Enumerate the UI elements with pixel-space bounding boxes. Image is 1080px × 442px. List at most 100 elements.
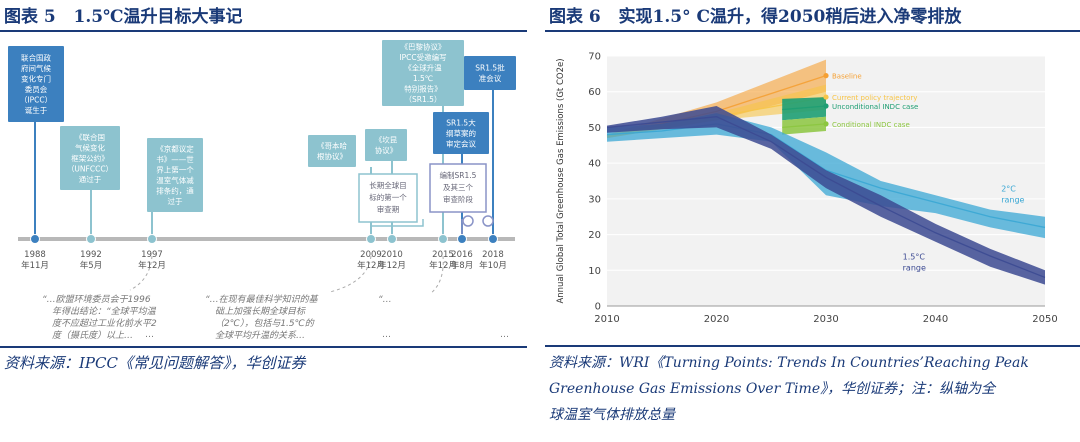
review-marker: [482, 215, 494, 227]
event-text: 变化专门: [21, 74, 51, 84]
quote-text: “…在现有最佳科学知识的基: [205, 294, 319, 305]
event-year: 1988: [24, 250, 46, 260]
event-month: 年12月: [429, 260, 457, 271]
quote-text: “…: [378, 295, 392, 305]
quote-text: 础上加强长期全球目标: [215, 306, 306, 317]
series-label: Current policy trajectory: [832, 94, 917, 102]
figure-6-source-line: 球温室气体排放总量: [549, 407, 675, 423]
quote-text: “…欧盟环境委员会于1996: [42, 294, 151, 305]
figure-6-source: 资料来源：WRI《Turning Points: Trends In Count…: [549, 350, 1029, 428]
review-text: 审查阶段: [443, 194, 473, 204]
event-box: [147, 138, 203, 212]
event-month: 年12月: [357, 260, 385, 271]
series-endpoint: [823, 103, 829, 109]
event-text: （UNFCCC）: [67, 164, 113, 173]
event-text: IPCC受邀编写: [399, 52, 446, 62]
event-text: （IPCC）: [20, 96, 52, 105]
series-label: Conditional INDC case: [832, 121, 910, 129]
quote-connector: [129, 255, 153, 291]
quote-text: 度不应超过工业化前水平2: [52, 318, 157, 329]
event-text: 审定会议: [446, 138, 476, 148]
series-label: 2°C: [1001, 185, 1016, 194]
event-marker: [438, 234, 448, 244]
series-label: range: [903, 263, 926, 272]
x-tick-label: 2010: [594, 314, 619, 325]
y-tick-label: 30: [588, 194, 601, 205]
series-label: range: [1001, 195, 1024, 204]
series-band: [782, 97, 826, 121]
figure-5-bottom-rule: [0, 346, 527, 348]
y-tick-label: 20: [588, 230, 601, 241]
y-tick-label: 50: [588, 123, 601, 134]
event-text: 准会议: [479, 73, 502, 83]
event-box: [8, 46, 64, 122]
review-text: 审查期: [377, 204, 400, 214]
event-text: 协议》: [375, 145, 398, 155]
series-endpoint: [823, 94, 829, 100]
x-tick-label: 2030: [813, 314, 838, 325]
event-year: 1997: [141, 250, 163, 260]
event-year: 1992: [80, 250, 102, 260]
review-marker: [462, 215, 474, 227]
review-box: [429, 163, 487, 213]
event-text: 特别报告》: [404, 84, 442, 94]
y-tick-label: 10: [588, 266, 601, 277]
event-text: 《坎昆: [375, 135, 398, 145]
event-text: （SR1.5）: [405, 95, 442, 104]
x-tick-label: 2040: [923, 314, 948, 325]
review-box: [358, 173, 418, 223]
event-month: 年8月: [451, 260, 473, 271]
event-month: 年12月: [138, 260, 166, 271]
event-marker: [30, 234, 40, 244]
event-box: [60, 126, 120, 190]
event-text: 气候变化: [75, 142, 105, 152]
figure-5-top-rule: [0, 30, 527, 32]
event-text: 委员会: [25, 84, 48, 94]
event-text: 框架公约》: [71, 153, 109, 163]
event-text: 通过于: [79, 174, 102, 184]
event-marker: [366, 234, 376, 244]
series-endpoint: [823, 73, 829, 79]
series-label: Unconditional INDC case: [832, 103, 918, 111]
review-text: 标的第一个: [369, 192, 407, 202]
event-box: [365, 129, 407, 161]
event-text: SR1.5大: [446, 117, 476, 127]
event-text: 排条约，通: [156, 186, 194, 196]
y-tick-label: 0: [595, 302, 601, 313]
event-text: 界上第一个: [156, 165, 194, 175]
event-text: 根协议》: [317, 151, 347, 161]
event-text: 1.5℃: [413, 74, 433, 83]
event-text: 诞生于: [25, 105, 48, 115]
quote-text: 度（摄氏度）以上…: [52, 330, 133, 341]
x-tick-label: 2050: [1032, 314, 1057, 325]
figure-5-heading: 1.5℃温升目标大事记: [73, 7, 243, 27]
series-line: [782, 123, 827, 129]
event-year: 2018: [482, 250, 504, 260]
figure-5-panel: 图表 5 1.5℃温升目标大事记 联合国政 府间气候 变化专门 委员会 （IPCC） 诞生…: [0, 0, 527, 442]
event-year: 2010: [381, 250, 403, 260]
event-text: 《联合国: [75, 132, 105, 142]
event-text: 温室气体减: [156, 175, 194, 185]
quote-connector: [429, 255, 444, 295]
quote-ellipsis: …: [145, 330, 154, 340]
quote-ellipsis: …: [382, 330, 391, 340]
event-month: 年11月: [21, 260, 49, 271]
event-text: 《巴黎协议》: [401, 42, 446, 52]
quote-text: （2℃），包括与1.5℃的: [215, 318, 315, 329]
event-marker: [147, 234, 157, 244]
series-label: 1.5°C: [903, 253, 926, 262]
event-marker: [387, 234, 397, 244]
figure-6-bottom-rule: [545, 345, 1080, 347]
event-month: 年12月: [378, 260, 406, 271]
event-month: 年5月: [80, 260, 102, 271]
x-tick-label: 2020: [704, 314, 729, 325]
event-text: 联合国政: [21, 53, 51, 63]
event-box: [464, 56, 516, 90]
event-box: [433, 112, 489, 154]
figure-5-title: 图表 5 1.5℃温升目标大事记: [4, 2, 242, 27]
quote-text: 年得出结论：“全球平均温: [52, 306, 157, 317]
series-label: Baseline: [832, 73, 862, 81]
quote-ellipsis: …: [500, 330, 509, 340]
